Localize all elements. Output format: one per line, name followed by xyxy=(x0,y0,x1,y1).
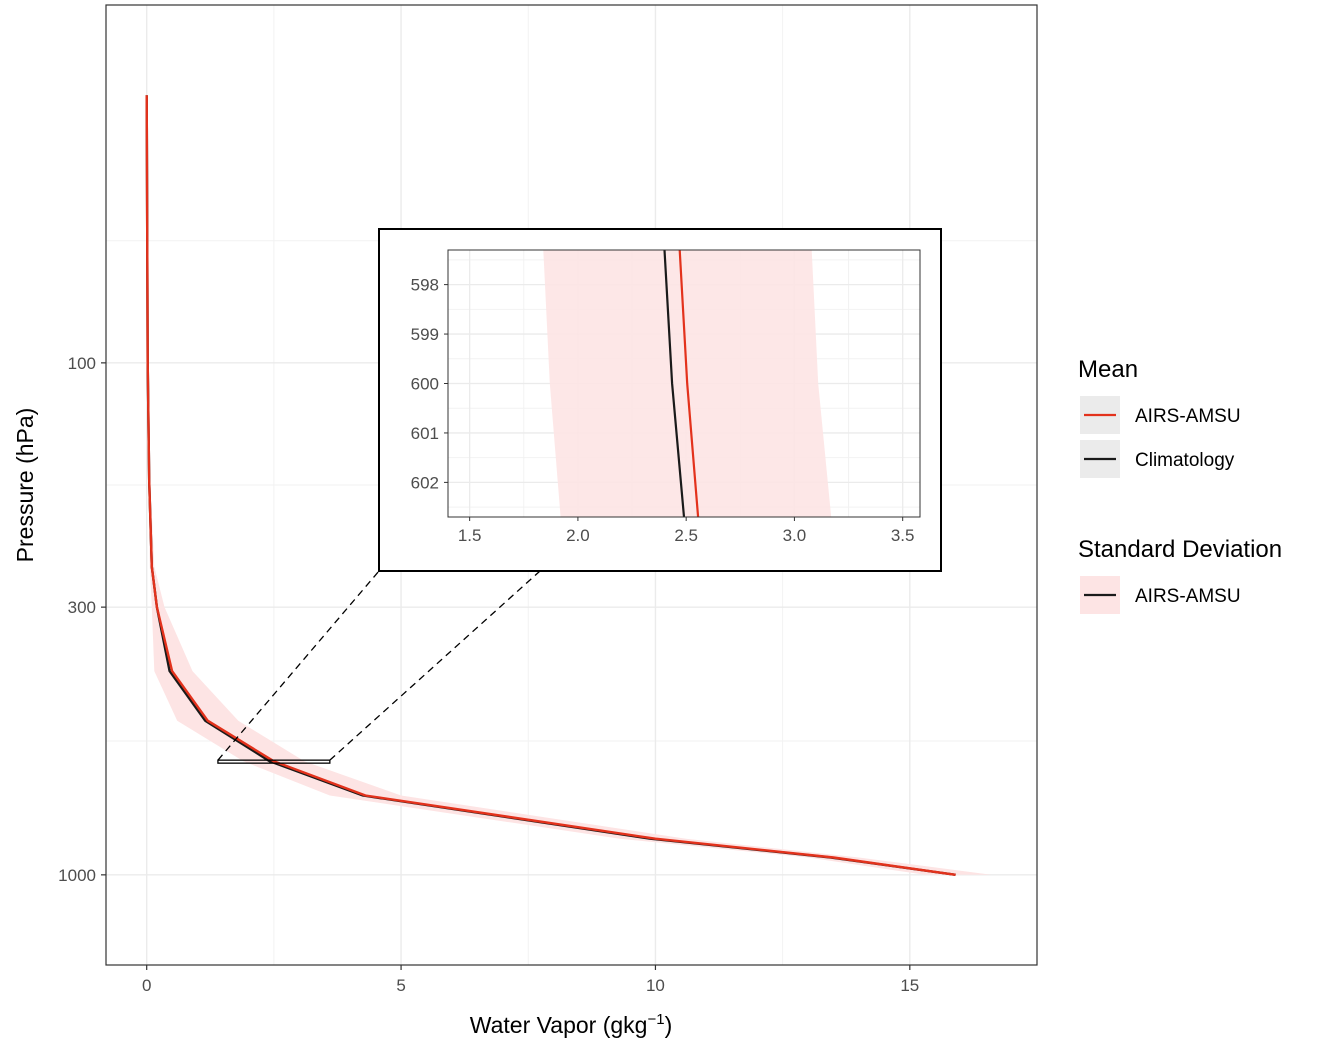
x-tick-label: 15 xyxy=(900,976,919,995)
zoom-box-markers xyxy=(217,570,541,764)
legend-sd-title: Standard Deviation xyxy=(1078,536,1282,563)
y-axis-title: Pressure (hPa) xyxy=(12,408,38,563)
inset-y-tick-label: 599 xyxy=(411,325,439,344)
inset-x-tick-label: 2.5 xyxy=(674,526,698,545)
inset-series-line-climatology xyxy=(663,249,686,518)
inset-x-tick-label: 2.0 xyxy=(566,526,590,545)
y-tick-label: 100 xyxy=(68,354,96,373)
x-tick-label: 0 xyxy=(142,976,151,995)
inset-y-ticks: 598 599 600 601 602 xyxy=(411,276,448,492)
legend: Mean AIRS-AMSU Climatology Standard Devi… xyxy=(1078,356,1282,614)
y-tick-label: 1000 xyxy=(58,866,96,885)
x-tick-label: 5 xyxy=(396,976,405,995)
x-tick-label: 10 xyxy=(646,976,665,995)
main-panel-border xyxy=(105,4,1038,966)
inset-y-tick-label: 600 xyxy=(411,375,439,394)
main-y-ticks: 100 300 1000 xyxy=(58,354,106,885)
inset-y-tick-label: 602 xyxy=(411,473,439,492)
legend-label-sd-airs: AIRS-AMSU xyxy=(1135,586,1241,607)
legend-label-climatology: Climatology xyxy=(1135,450,1235,471)
inset-x-tick-label: 1.5 xyxy=(458,526,482,545)
inset-series-lines xyxy=(663,249,700,518)
legend-mean-title: Mean xyxy=(1078,356,1138,383)
main-series-lines xyxy=(145,95,956,876)
inset-plot: 1.5 2.0 2.5 3.0 3.5 598 599 600 601 602 xyxy=(378,228,942,572)
y-tick-label: 300 xyxy=(68,598,96,617)
inset-x-ticks: 1.5 2.0 2.5 3.0 3.5 xyxy=(458,517,915,545)
zoom-region-box xyxy=(217,759,331,764)
inset-x-tick-label: 3.0 xyxy=(783,526,807,545)
x-axis-title: Water Vapor (gkg−1) xyxy=(470,1011,672,1038)
inset-y-tick-label: 598 xyxy=(411,276,439,295)
series-line-airs-amsu xyxy=(145,95,956,876)
inset-y-tick-label: 601 xyxy=(411,424,439,443)
legend-label-airs: AIRS-AMSU xyxy=(1135,406,1241,427)
zoom-connector-left xyxy=(217,570,380,761)
main-x-ticks: 0 5 10 15 xyxy=(142,965,919,995)
inset-series-line-airs-amsu xyxy=(678,249,700,518)
inset-x-tick-label: 3.5 xyxy=(891,526,915,545)
